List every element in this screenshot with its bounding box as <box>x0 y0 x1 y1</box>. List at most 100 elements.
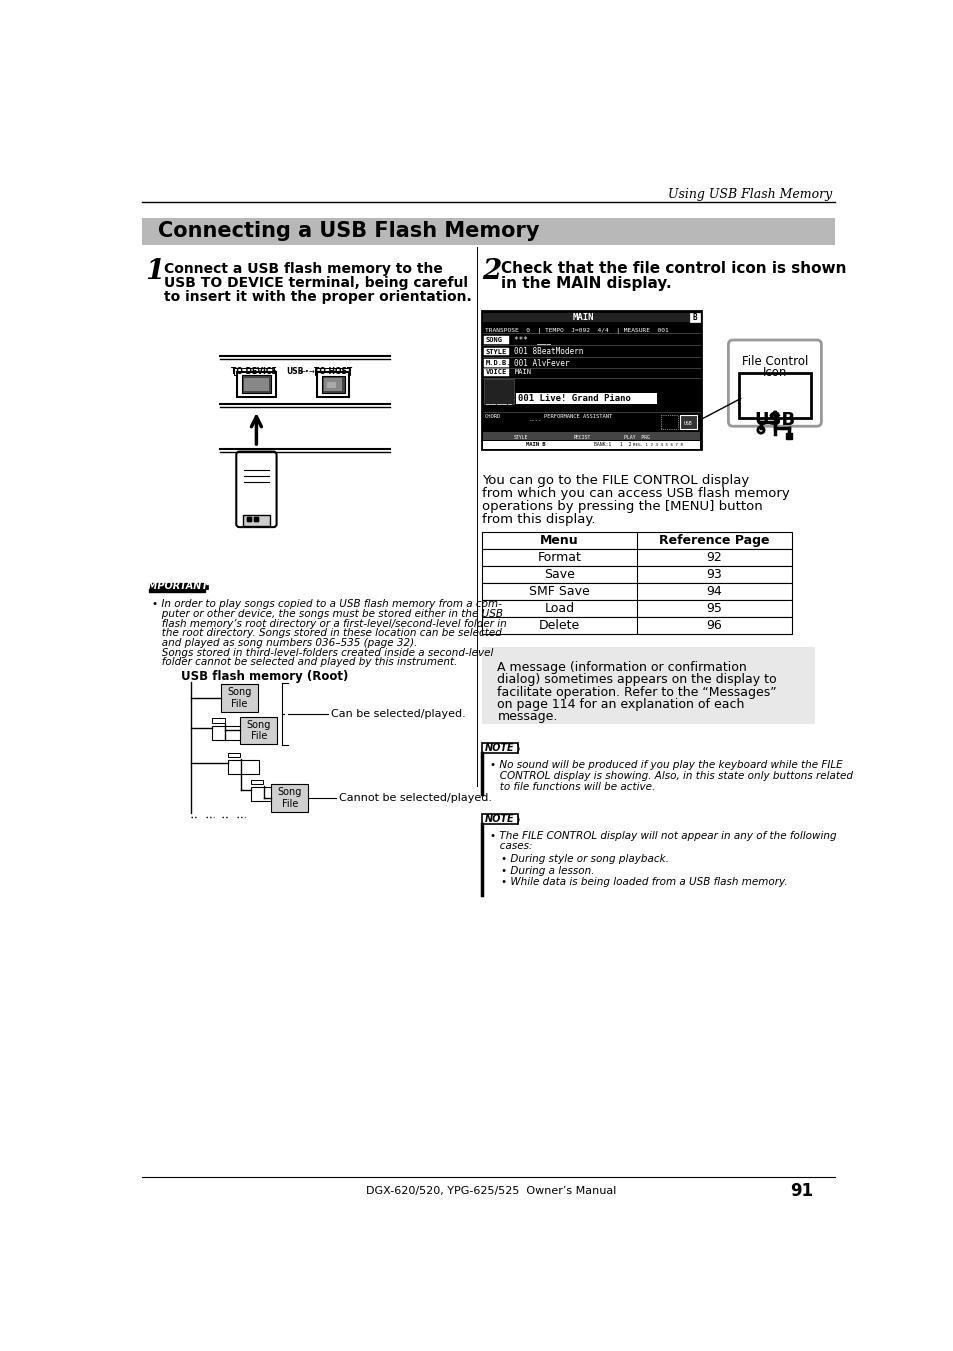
Text: TO DEVICE: TO DEVICE <box>231 367 276 376</box>
Bar <box>690 313 699 323</box>
Text: You can go to the FILE CONTROL display: You can go to the FILE CONTROL display <box>481 474 748 486</box>
Bar <box>228 753 240 758</box>
Bar <box>220 684 257 712</box>
Bar <box>483 432 699 440</box>
Bar <box>315 367 350 376</box>
Bar <box>212 725 243 739</box>
Text: 93: 93 <box>706 569 721 581</box>
Bar <box>228 761 258 774</box>
Bar <box>481 312 700 449</box>
Text: • The FILE CONTROL display will not appear in any of the following: • The FILE CONTROL display will not appe… <box>489 831 836 842</box>
Bar <box>481 584 791 600</box>
Text: from which you can access USB flash memory: from which you can access USB flash memo… <box>481 488 789 500</box>
Text: 96: 96 <box>706 619 721 632</box>
Text: • In order to play songs copied to a USB flash memory from a com-: • In order to play songs copied to a USB… <box>152 600 501 609</box>
Text: MAIN: MAIN <box>514 369 531 376</box>
Text: cases:: cases: <box>489 842 532 851</box>
Bar <box>484 369 509 376</box>
Text: 92: 92 <box>706 551 721 565</box>
Text: STYLE: STYLE <box>513 435 527 439</box>
Bar <box>236 373 275 397</box>
Text: ←•→: ←•→ <box>299 369 315 374</box>
Bar <box>481 532 791 550</box>
Text: Menu: Menu <box>539 535 578 547</box>
Text: USB TO DEVICE terminal, being careful: USB TO DEVICE terminal, being careful <box>164 276 468 290</box>
Text: ----: ---- <box>528 419 541 423</box>
Text: DGX-620/520, YPG-625/525  Owner’s Manual: DGX-620/520, YPG-625/525 Owner’s Manual <box>366 1186 616 1196</box>
Text: on page 114 for an explanation of each: on page 114 for an explanation of each <box>497 698 744 711</box>
Text: TRANSPOSE  0  | TEMPO  J=092  4/4  | MEASURE  001: TRANSPOSE 0 | TEMPO J=092 4/4 | MEASURE … <box>484 327 668 332</box>
Text: PERFORMANCE ASSISTANT: PERFORMANCE ASSISTANT <box>543 413 612 419</box>
Text: Load: Load <box>544 603 574 615</box>
Bar <box>321 376 344 393</box>
Text: • During a lesson.: • During a lesson. <box>500 866 594 875</box>
Text: to file functions will be active.: to file functions will be active. <box>489 782 655 792</box>
Text: MAIN B: MAIN B <box>526 442 545 447</box>
Text: USB: USB <box>286 367 303 376</box>
Bar <box>481 743 517 754</box>
Text: VOICE: VOICE <box>485 369 507 376</box>
Text: SONG: SONG <box>485 336 502 343</box>
Text: CHORD: CHORD <box>484 415 500 420</box>
FancyBboxPatch shape <box>236 451 276 527</box>
Text: Format: Format <box>537 551 580 565</box>
Text: 001 8BeatModern: 001 8BeatModern <box>514 347 583 357</box>
Text: puter or other device, the songs must be stored either in the USB: puter or other device, the songs must be… <box>152 609 502 619</box>
Bar <box>240 716 277 744</box>
Text: M.D.B.: M.D.B. <box>485 361 511 366</box>
Text: TO HOST: TO HOST <box>314 367 352 376</box>
Text: 1: 1 <box>145 258 164 285</box>
Text: Icon: Icon <box>761 366 786 378</box>
Text: USB: USB <box>754 411 795 430</box>
Text: CONTROL display is showing. Also, in this state only buttons related: CONTROL display is showing. Also, in thi… <box>489 771 852 781</box>
Text: RECIST: RECIST <box>574 435 591 439</box>
Bar <box>484 359 509 367</box>
Text: Using USB Flash Memory: Using USB Flash Memory <box>667 188 831 201</box>
Text: operations by pressing the [MENU] button: operations by pressing the [MENU] button <box>481 500 761 513</box>
Bar <box>484 336 509 345</box>
Bar <box>243 515 270 527</box>
Text: and played as song numbers 036–535 (page 32).: and played as song numbers 036–535 (page… <box>152 638 416 648</box>
Text: Song
File: Song File <box>227 688 252 709</box>
Text: • No sound will be produced if you play the keyboard while the FILE: • No sound will be produced if you play … <box>489 761 841 770</box>
Text: • During style or song playback.: • During style or song playback. <box>500 854 668 865</box>
Bar <box>244 378 269 390</box>
Text: USB: USB <box>683 420 692 426</box>
Bar <box>660 416 678 430</box>
Text: Songs stored in third-level-folders created inside a second-level: Songs stored in third-level-folders crea… <box>152 647 493 658</box>
Text: 001 AlvFever: 001 AlvFever <box>514 358 569 367</box>
Text: USB flash memory (Root): USB flash memory (Root) <box>181 670 348 684</box>
Bar <box>785 434 791 439</box>
Text: 91: 91 <box>789 1182 812 1200</box>
Bar <box>484 347 509 355</box>
Text: STYLE: STYLE <box>485 349 507 354</box>
Text: flash memory’s root directory or a first-level/second-level folder in: flash memory’s root directory or a first… <box>152 619 506 628</box>
Text: folder cannot be selected and played by this instrument.: folder cannot be selected and played by … <box>152 657 456 667</box>
Bar <box>481 647 815 724</box>
Text: IMPORTANT: IMPORTANT <box>145 581 209 592</box>
Bar <box>483 313 699 323</box>
FancyBboxPatch shape <box>728 340 821 426</box>
Bar <box>481 566 791 584</box>
Text: SMF Save: SMF Save <box>529 585 589 598</box>
Text: dialog) sometimes appears on the display to: dialog) sometimes appears on the display… <box>497 673 777 686</box>
Text: Can be selected/played.: Can be selected/played. <box>331 709 465 719</box>
Bar <box>142 218 835 246</box>
Text: from this display.: from this display. <box>481 513 595 527</box>
Bar <box>481 815 517 824</box>
Bar <box>251 780 263 785</box>
Text: File Control: File Control <box>740 355 807 367</box>
Bar <box>481 600 791 617</box>
Text: Connect a USB flash memory to the: Connect a USB flash memory to the <box>164 262 442 276</box>
Text: Check that the file control icon is shown: Check that the file control icon is show… <box>500 261 845 276</box>
Text: NOTE: NOTE <box>484 743 514 753</box>
Text: Song
File: Song File <box>277 788 301 809</box>
Text: Save: Save <box>543 569 575 581</box>
Bar <box>679 416 696 430</box>
Bar <box>484 380 513 404</box>
Text: REG. 1 2 3 4 5 6 7 8: REG. 1 2 3 4 5 6 7 8 <box>633 443 682 447</box>
Text: message.: message. <box>497 711 558 723</box>
Text: MAIN: MAIN <box>573 313 594 322</box>
Text: NOTE: NOTE <box>484 813 514 824</box>
Bar <box>251 788 282 801</box>
